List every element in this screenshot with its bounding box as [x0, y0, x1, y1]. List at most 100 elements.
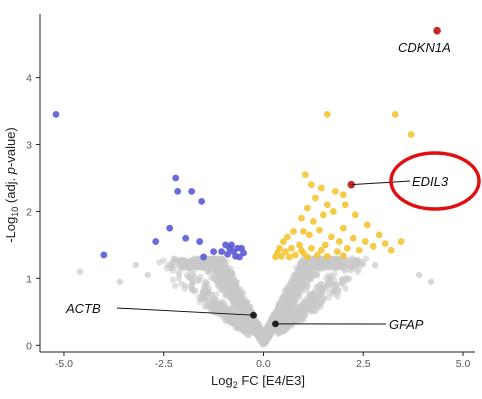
- point-not-significant: [263, 326, 270, 333]
- point-not-significant: [255, 323, 262, 331]
- point-up: [329, 208, 337, 215]
- point-up: [343, 244, 351, 252]
- point-not-significant: [258, 329, 265, 336]
- annotation-cdkn1a: CDKN1A: [398, 40, 451, 55]
- point-not-significant: [290, 302, 297, 309]
- point-up: [313, 251, 321, 259]
- point-not-significant: [196, 276, 203, 284]
- point-up: [305, 231, 313, 239]
- point-down: [182, 234, 190, 242]
- point-not-significant: [213, 262, 220, 269]
- annotation-circle: [389, 151, 481, 211]
- point-not-significant: [219, 266, 226, 273]
- point-not-significant: [325, 259, 332, 266]
- point-up: [339, 191, 347, 199]
- point-not-significant: [310, 263, 318, 271]
- point-not-significant: [245, 316, 253, 323]
- point-labeled: [250, 311, 257, 319]
- point-not-significant: [167, 260, 175, 268]
- point-not-significant: [318, 289, 325, 297]
- x-axis-title: Log2 FC [E4/E3]: [211, 373, 305, 390]
- point-not-significant: [239, 317, 246, 325]
- point-not-significant: [226, 305, 233, 312]
- point-not-significant: [347, 262, 354, 269]
- point-up: [307, 244, 315, 252]
- point-not-significant: [266, 319, 273, 327]
- y-axis-ticks: 0 1 2 3 4: [26, 73, 40, 352]
- not-significant-points: [76, 255, 435, 348]
- point-not-significant: [342, 285, 349, 292]
- x-tick-label: -5.0: [55, 358, 73, 370]
- point-not-significant: [239, 304, 247, 311]
- point-up: [323, 252, 331, 260]
- point-up: [333, 248, 341, 256]
- point-down: [228, 241, 235, 249]
- point-up: [284, 233, 291, 241]
- down-regulated-points: [52, 110, 247, 261]
- point-up: [363, 221, 371, 229]
- point-not-significant: [205, 265, 212, 272]
- point-not-significant: [336, 260, 343, 268]
- point-not-significant: [297, 315, 304, 322]
- point-not-significant: [203, 303, 210, 310]
- point-up: [369, 242, 377, 250]
- point-not-significant: [160, 257, 167, 264]
- point-not-significant: [327, 279, 335, 287]
- point-not-significant: [213, 303, 220, 311]
- point-not-significant: [303, 298, 310, 305]
- point-up: [349, 234, 357, 242]
- point-not-significant: [330, 290, 337, 298]
- point-up: [361, 238, 369, 245]
- point-up: [339, 224, 347, 232]
- point-up: [297, 246, 305, 254]
- label-edil3: EDIL3: [412, 174, 449, 189]
- point-not-significant: [211, 255, 218, 262]
- point-not-significant: [267, 329, 274, 337]
- x-tick-label: 2.5: [356, 358, 371, 370]
- label-cdkn1a: CDKN1A: [398, 40, 451, 55]
- point-not-significant: [304, 281, 311, 289]
- point-not-significant: [177, 257, 184, 264]
- point-not-significant: [229, 315, 237, 322]
- point-not-significant: [301, 259, 308, 266]
- point-up: [286, 253, 293, 261]
- point-not-significant: [191, 263, 199, 270]
- point-not-significant: [305, 292, 313, 299]
- x-tick-label: -2.5: [155, 358, 173, 370]
- point-down: [198, 198, 206, 205]
- point-up: [278, 252, 285, 260]
- point-up: [301, 171, 309, 179]
- point-not-significant: [175, 275, 183, 282]
- point-not-significant: [217, 257, 224, 264]
- point-not-significant: [317, 281, 324, 288]
- point-not-significant: [204, 289, 211, 297]
- point-not-significant: [341, 262, 349, 270]
- point-not-significant: [116, 278, 124, 285]
- point-up: [391, 110, 399, 118]
- point-down: [210, 248, 218, 256]
- point-up: [407, 131, 415, 138]
- point-not-significant: [316, 260, 323, 267]
- point-up: [375, 231, 383, 239]
- point-not-significant: [181, 282, 189, 289]
- point-not-significant: [201, 282, 208, 289]
- y-tick-label: 3: [26, 140, 32, 152]
- y-axis-title: -Log10 (adj. p-value): [3, 127, 20, 243]
- point-not-significant: [298, 304, 305, 312]
- point-not-significant: [232, 288, 239, 295]
- point-up: [397, 238, 405, 245]
- point-up: [307, 181, 315, 189]
- point-up: [317, 184, 325, 192]
- point-up: [315, 226, 323, 234]
- point-not-significant: [227, 278, 235, 286]
- point-up: [311, 194, 319, 202]
- point-not-significant: [169, 276, 177, 283]
- point-up: [331, 187, 339, 195]
- point-not-significant: [291, 312, 298, 319]
- point-down: [188, 187, 196, 195]
- leader-edil3: [351, 180, 411, 186]
- point-down: [52, 110, 60, 118]
- point-not-significant: [218, 274, 226, 281]
- point-not-significant: [163, 265, 171, 272]
- point-not-significant: [276, 325, 283, 333]
